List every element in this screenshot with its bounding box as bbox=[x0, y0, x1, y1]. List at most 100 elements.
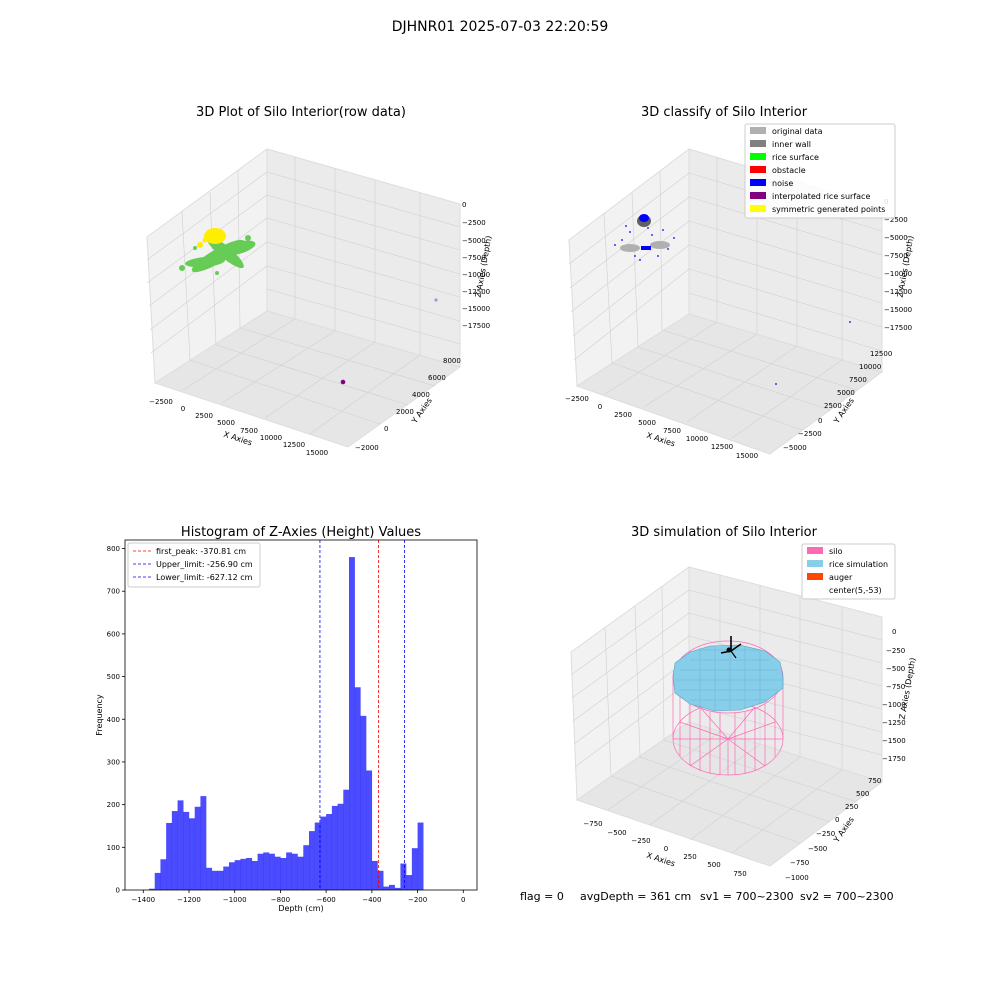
z-tick: −1500 bbox=[882, 737, 906, 745]
histogram-bar bbox=[200, 796, 207, 890]
y-tick: 7500 bbox=[849, 376, 867, 384]
histogram-bar bbox=[417, 822, 424, 890]
histogram-xlabel: Depth (cm) bbox=[278, 904, 323, 913]
x-tick: −250 bbox=[631, 837, 650, 845]
x-tick: 0 bbox=[598, 403, 602, 411]
histogram-y-ticks: 0 100 200 300 400 500 600 700 800 bbox=[107, 545, 125, 895]
histogram-bar bbox=[303, 845, 310, 890]
histogram-bar bbox=[177, 800, 184, 890]
y-tick: 400 bbox=[107, 716, 120, 724]
histogram-bar bbox=[411, 848, 418, 890]
histogram-bars bbox=[149, 557, 424, 890]
histogram-bar bbox=[383, 886, 390, 890]
figure-suptitle: DJHNR01 2025-07-03 22:20:59 bbox=[392, 19, 609, 35]
x-tick: 10000 bbox=[260, 434, 282, 442]
y-tick: 700 bbox=[107, 588, 120, 596]
x-tick: −750 bbox=[583, 820, 602, 828]
y-tick: 2500 bbox=[824, 402, 842, 410]
panel-classify: 3D classify of Silo Interior bbox=[565, 105, 915, 460]
histogram-bar bbox=[297, 856, 304, 890]
legend-swatch bbox=[807, 560, 823, 567]
y-tick: −750 bbox=[790, 859, 809, 867]
panel4-title: 3D simulation of Silo Interior bbox=[631, 525, 818, 540]
footer-status: flag = 0 avgDepth = 361 cm sv1 = 700~230… bbox=[520, 890, 894, 903]
histogram-bar bbox=[320, 816, 327, 890]
y-tick: 5000 bbox=[837, 389, 855, 397]
histogram-bar bbox=[211, 870, 218, 890]
panel4-xlabel: X Axies bbox=[645, 851, 676, 869]
legend-label: rice simulation bbox=[829, 560, 888, 569]
histogram-bar bbox=[394, 887, 401, 890]
y-tick: −250 bbox=[816, 830, 835, 838]
histogram-bar bbox=[217, 870, 224, 890]
x-tick: 12500 bbox=[283, 441, 305, 449]
y-tick: 200 bbox=[107, 801, 120, 809]
legend-label: original data bbox=[772, 127, 823, 136]
histogram-bar bbox=[269, 853, 275, 890]
legend-label: interpolated rice surface bbox=[772, 192, 870, 201]
histogram-bar bbox=[337, 803, 344, 890]
x-tick: −500 bbox=[607, 829, 626, 837]
histogram-bar bbox=[326, 814, 333, 890]
x-tick: −2500 bbox=[565, 395, 589, 403]
legend-label: obstacle bbox=[772, 166, 806, 175]
panel-simulation: 3D simulation of Silo Interior bbox=[570, 525, 917, 882]
panel1-y-ticks: −2000 0 2000 4000 6000 8000 bbox=[355, 357, 461, 452]
panel4-legend: silo rice simulation auger center(5,-53) bbox=[801, 543, 896, 600]
legend-swatch bbox=[807, 547, 823, 554]
panel2-zlabel: Z Axies (Depth) bbox=[896, 235, 916, 298]
z-tick: −10000 bbox=[462, 271, 490, 279]
x-tick: 10000 bbox=[686, 435, 708, 443]
histogram-bar bbox=[263, 852, 270, 890]
z-tick: −2500 bbox=[884, 216, 908, 224]
histogram-bar bbox=[229, 862, 235, 890]
x-tick: 12500 bbox=[711, 443, 733, 451]
x-tick: −600 bbox=[317, 896, 336, 904]
histogram-bar bbox=[274, 856, 281, 890]
panel3-title: Histogram of Z-Axies (Height) Values bbox=[181, 525, 421, 540]
legend-label: first_peak: -370.81 cm bbox=[156, 547, 246, 556]
histogram-bar bbox=[189, 818, 195, 890]
y-tick: 0 bbox=[818, 417, 822, 425]
y-tick: 600 bbox=[107, 630, 120, 638]
histogram-bar bbox=[166, 822, 173, 890]
histogram-bar bbox=[406, 875, 413, 890]
panel2-points bbox=[614, 214, 851, 385]
histogram-bar bbox=[160, 859, 167, 890]
x-tick: −200 bbox=[408, 896, 427, 904]
z-tick: −1750 bbox=[882, 755, 906, 763]
legend-swatch bbox=[750, 205, 766, 212]
x-tick: 500 bbox=[707, 861, 720, 869]
footer-flag: flag = 0 bbox=[520, 890, 564, 903]
histogram-frame bbox=[124, 539, 478, 891]
histogram-bar bbox=[371, 860, 378, 890]
x-tick: 2500 bbox=[195, 412, 213, 420]
x-tick: 5000 bbox=[217, 419, 235, 427]
y-tick: 10000 bbox=[859, 363, 881, 371]
x-tick: −1000 bbox=[223, 896, 247, 904]
z-tick: −7500 bbox=[884, 252, 908, 260]
y-tick: −2500 bbox=[798, 430, 822, 438]
histogram-bar bbox=[206, 867, 213, 890]
y-tick: 500 bbox=[107, 673, 120, 681]
z-tick: −15000 bbox=[462, 305, 490, 313]
legend-label: inner wall bbox=[772, 140, 811, 149]
legend-swatch bbox=[807, 573, 823, 580]
histogram-bar bbox=[343, 789, 350, 890]
z-tick: −750 bbox=[886, 683, 905, 691]
legend-swatch bbox=[750, 179, 766, 186]
footer-sv1: sv1 = 700~2300 bbox=[700, 890, 794, 903]
y-tick: 250 bbox=[845, 803, 858, 811]
legend-label: silo bbox=[829, 547, 843, 556]
histogram-bar bbox=[389, 884, 395, 890]
z-tick: −17500 bbox=[462, 322, 490, 330]
panel-row-data: 3D Plot of Silo Interior(row data) bbox=[146, 105, 493, 457]
legend-label: symmetric generated points bbox=[772, 205, 885, 214]
auger-marker bbox=[720, 636, 742, 659]
x-tick: 2500 bbox=[614, 411, 632, 419]
panel4-y-ticks: −1000 −750 −500 −250 0 250 500 750 bbox=[785, 777, 881, 882]
y-tick: 100 bbox=[107, 844, 120, 852]
y-tick: 0 bbox=[116, 887, 120, 895]
z-tick: −17500 bbox=[884, 324, 912, 332]
legend-swatch bbox=[750, 153, 766, 160]
